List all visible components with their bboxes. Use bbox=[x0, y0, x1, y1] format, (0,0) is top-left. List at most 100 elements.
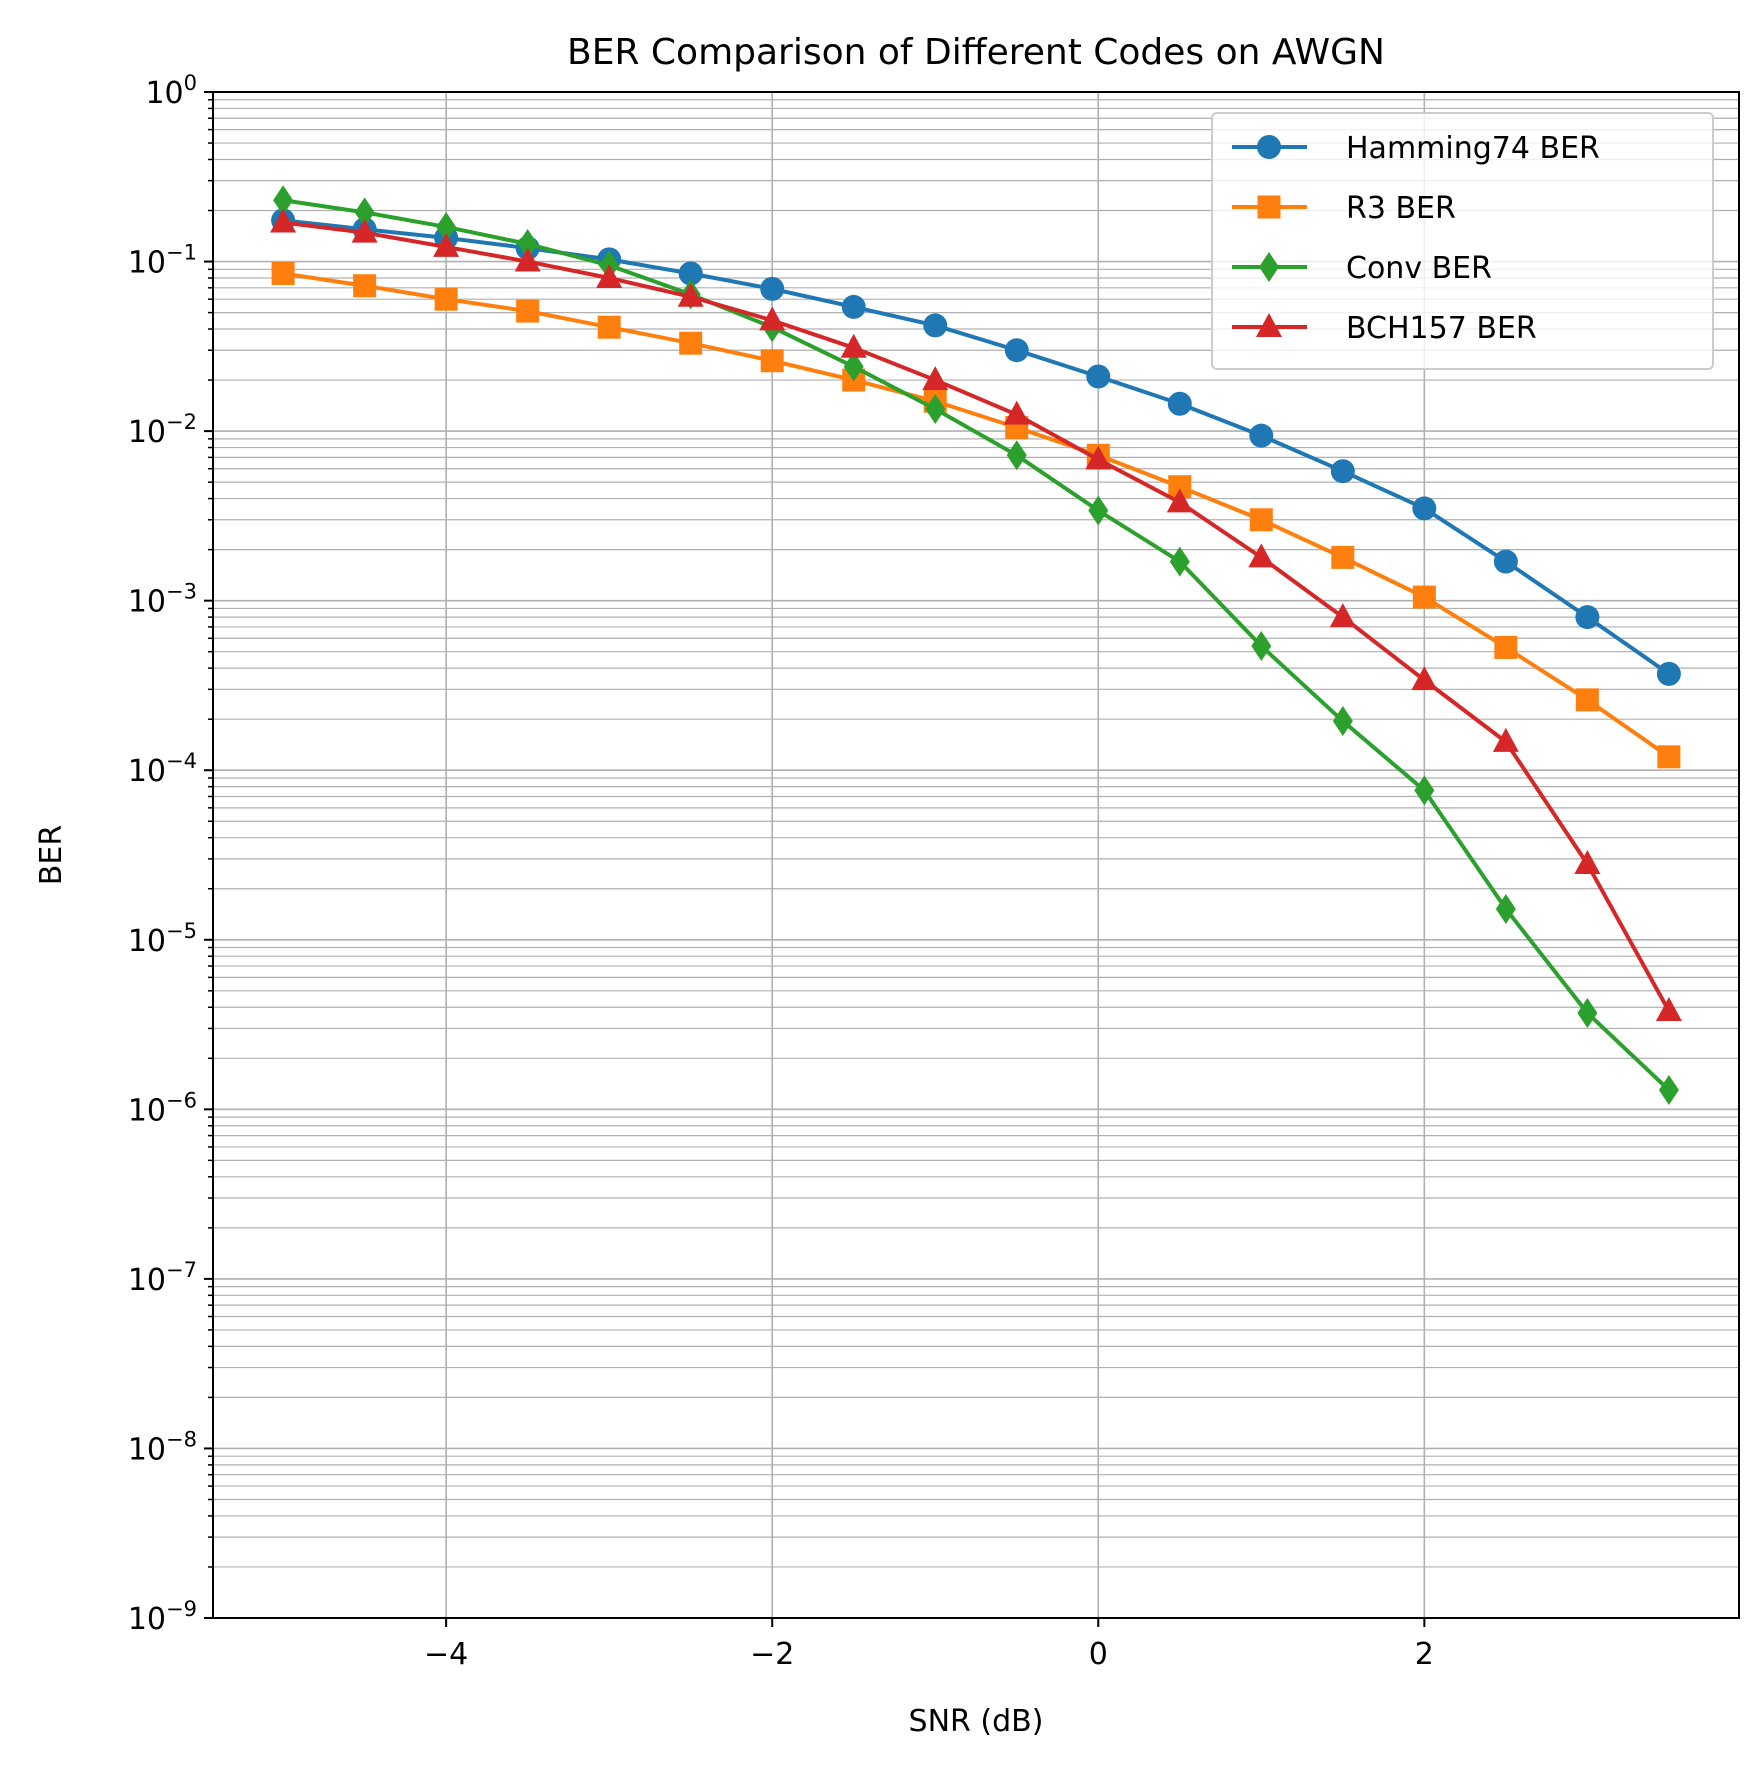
data-point bbox=[678, 261, 703, 286]
data-point bbox=[433, 232, 460, 257]
data-point bbox=[1330, 459, 1355, 484]
legend-marker bbox=[1257, 195, 1281, 219]
x-tick-label: 0 bbox=[1089, 1637, 1108, 1672]
data-point bbox=[1167, 391, 1192, 416]
data-point bbox=[1249, 508, 1273, 532]
series-line bbox=[282, 198, 1671, 1092]
data-point bbox=[760, 349, 784, 373]
data-point bbox=[1493, 549, 1518, 574]
legend-item: BCH157 BER bbox=[1232, 311, 1537, 346]
data-point bbox=[1006, 440, 1027, 471]
data-point bbox=[1575, 688, 1599, 712]
y-axis-label: BER bbox=[34, 825, 69, 885]
tick-layer: 100 10−1 10−2 10−3 10−4 10−5 10−6 10−7 10−8 10−9 −… bbox=[128, 71, 1434, 1672]
y-tick-label: 10−2 bbox=[128, 410, 197, 450]
data-point bbox=[1166, 488, 1193, 513]
data-point bbox=[1414, 775, 1435, 806]
data-point bbox=[1169, 546, 1190, 577]
data-point bbox=[1657, 745, 1681, 769]
data-point bbox=[1492, 727, 1519, 752]
legend-item: Hamming74 BER bbox=[1232, 131, 1600, 166]
data-point bbox=[925, 394, 946, 425]
y-tick-label: 10−8 bbox=[128, 1427, 197, 1467]
series-3 bbox=[270, 208, 1682, 1022]
data-point bbox=[1495, 893, 1516, 924]
data-point bbox=[1168, 475, 1192, 499]
data-point bbox=[760, 276, 785, 301]
chart-title: BER Comparison of Different Codes on AWG… bbox=[567, 32, 1385, 73]
data-point bbox=[351, 218, 378, 243]
data-point bbox=[679, 331, 703, 355]
data-point bbox=[514, 247, 541, 272]
legend-item: Conv BER bbox=[1232, 251, 1492, 286]
grid-layer bbox=[213, 91, 1739, 1619]
data-point bbox=[517, 228, 538, 259]
y-tick-label: 100 bbox=[145, 71, 197, 111]
y-tick-label: 10−5 bbox=[128, 919, 197, 959]
data-point bbox=[1655, 997, 1682, 1022]
data-point bbox=[1003, 400, 1030, 425]
legend-label: BCH157 BER bbox=[1346, 311, 1537, 346]
x-tick-label: −4 bbox=[424, 1637, 468, 1672]
data-point bbox=[1577, 997, 1598, 1028]
data-point bbox=[597, 315, 621, 339]
series-layer bbox=[270, 185, 1682, 1106]
data-point bbox=[1004, 338, 1029, 363]
data-point bbox=[1412, 585, 1436, 609]
y-tick-label: 10−9 bbox=[128, 1597, 197, 1637]
legend-label: Hamming74 BER bbox=[1346, 131, 1600, 166]
data-point bbox=[1494, 635, 1518, 659]
y-tick-label: 10−7 bbox=[128, 1258, 197, 1298]
data-point bbox=[1411, 666, 1438, 691]
data-point bbox=[1086, 364, 1111, 389]
data-point bbox=[841, 294, 866, 319]
y-tick-label: 10−4 bbox=[128, 749, 197, 789]
x-axis-label: SNR (dB) bbox=[909, 1704, 1044, 1739]
data-point bbox=[922, 366, 949, 391]
data-point bbox=[271, 262, 295, 286]
data-point bbox=[273, 185, 294, 216]
y-tick-label: 10−6 bbox=[128, 1088, 197, 1128]
data-point bbox=[1329, 603, 1356, 628]
data-point bbox=[1249, 423, 1274, 448]
data-point bbox=[354, 197, 375, 228]
legend-item: R3 BER bbox=[1232, 191, 1456, 226]
data-point bbox=[843, 351, 864, 382]
data-point bbox=[1085, 445, 1112, 470]
y-tick-label: 10−3 bbox=[128, 580, 197, 620]
data-point bbox=[1248, 543, 1275, 568]
data-point bbox=[923, 313, 948, 338]
data-point bbox=[1575, 605, 1600, 630]
series-line bbox=[282, 220, 1671, 1012]
x-tick-label: 2 bbox=[1415, 1637, 1434, 1672]
data-point bbox=[353, 274, 377, 298]
data-point bbox=[436, 211, 457, 242]
data-point bbox=[270, 208, 297, 233]
series-line bbox=[282, 271, 1671, 759]
data-point bbox=[1332, 706, 1353, 737]
legend-box bbox=[1211, 112, 1714, 370]
data-point bbox=[596, 263, 623, 288]
data-point bbox=[1251, 631, 1272, 662]
data-point bbox=[840, 333, 867, 358]
series-line bbox=[282, 218, 1671, 676]
legend-marker bbox=[1259, 252, 1279, 282]
data-point bbox=[516, 299, 540, 323]
data-point bbox=[1574, 849, 1601, 874]
data-point bbox=[1331, 545, 1355, 569]
data-point bbox=[1412, 496, 1437, 521]
data-point bbox=[1656, 661, 1681, 686]
legend-label: Conv BER bbox=[1346, 251, 1492, 286]
legend-label: R3 BER bbox=[1346, 191, 1456, 226]
x-tick-label: −2 bbox=[750, 1637, 794, 1672]
legend-marker bbox=[1257, 135, 1281, 159]
data-point bbox=[1088, 495, 1109, 526]
legend-marker bbox=[1256, 313, 1282, 337]
data-point bbox=[759, 306, 786, 331]
plot-frame bbox=[212, 91, 1740, 1619]
y-tick-label: 10−1 bbox=[128, 241, 197, 281]
data-point bbox=[677, 282, 704, 307]
data-point bbox=[1658, 1075, 1679, 1106]
